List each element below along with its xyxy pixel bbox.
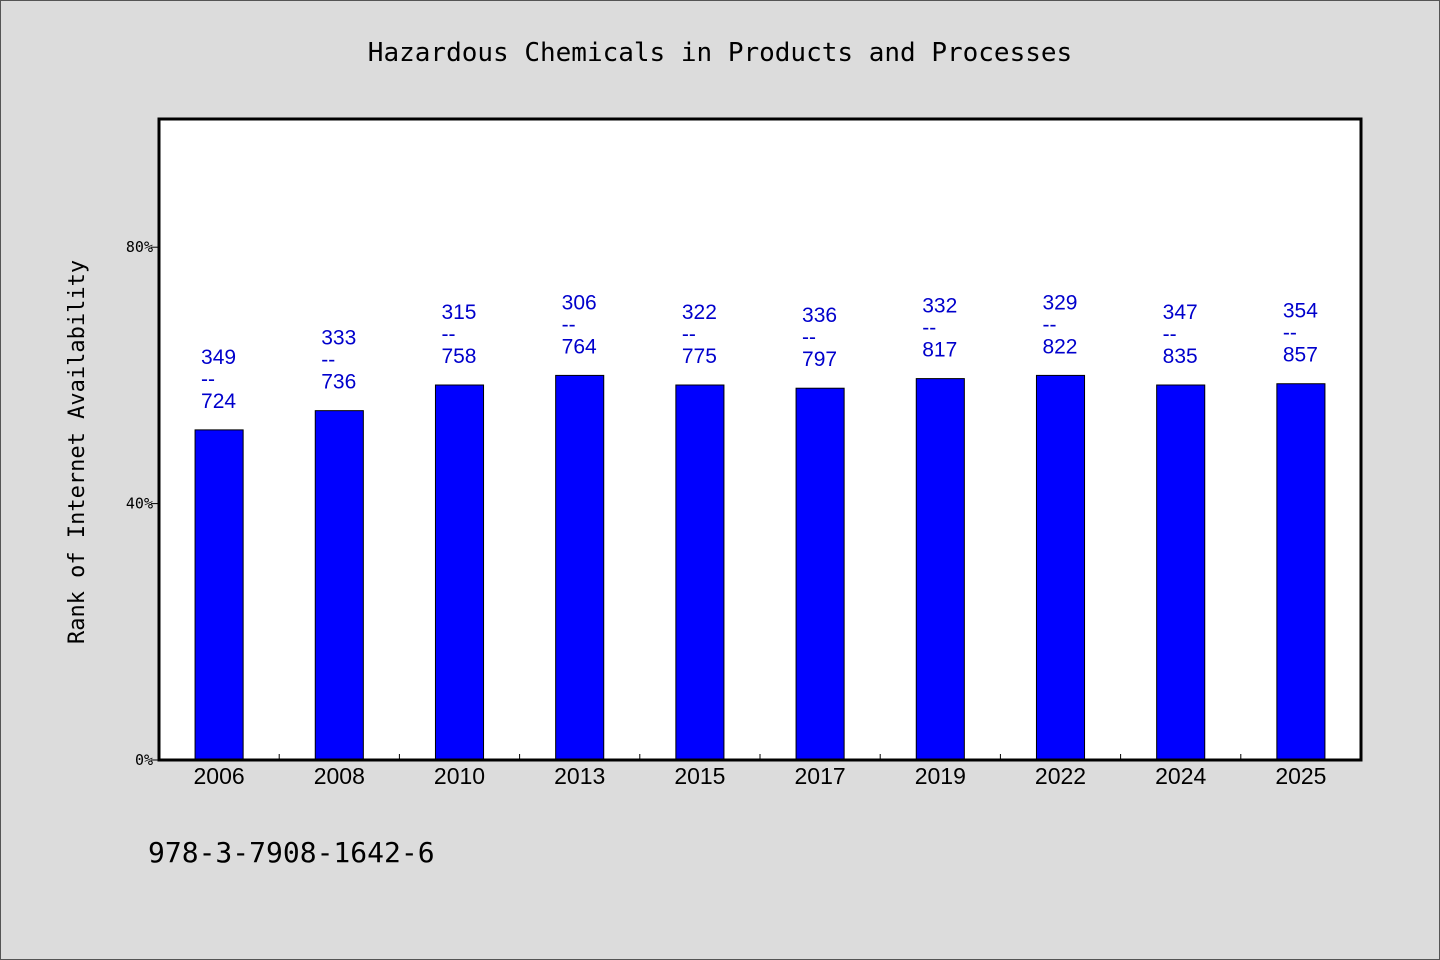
data-label: 329 — [1042, 291, 1077, 314]
bar — [675, 384, 725, 761]
bars-group — [194, 374, 1326, 761]
x-tick-label: 2024 — [1155, 763, 1206, 789]
x-tick-label: 2025 — [1275, 763, 1326, 789]
data-label: -- — [201, 368, 215, 391]
chart-title: Hazardous Chemicals in Products and Proc… — [368, 38, 1072, 68]
data-label: 349 — [201, 346, 236, 369]
data-label: -- — [321, 349, 335, 372]
x-tick-label: 2015 — [674, 763, 725, 789]
data-label: 775 — [682, 345, 717, 368]
data-label: 347 — [1163, 301, 1198, 324]
data-label: -- — [441, 323, 455, 346]
data-label: 322 — [682, 301, 717, 324]
y-axis-label: Rank of Internet Availability — [65, 260, 90, 644]
x-tick-label: 2013 — [554, 763, 605, 789]
data-label: 764 — [562, 335, 597, 358]
bar — [795, 387, 845, 761]
data-label: 332 — [922, 295, 957, 318]
x-tick-label: 2022 — [1035, 763, 1086, 789]
y-axis-ticks: 0% 40% 80% — [126, 238, 159, 769]
x-tick-label: 2008 — [314, 763, 365, 789]
x-tick-label: 2019 — [915, 763, 966, 789]
plot-border — [157, 117, 1363, 762]
data-label: 758 — [441, 345, 476, 368]
data-label: 797 — [802, 348, 837, 371]
y-tick-label: 40% — [126, 495, 153, 513]
bar — [1276, 383, 1326, 761]
x-tick-label: 2006 — [194, 763, 245, 789]
data-label: 857 — [1283, 344, 1318, 367]
data-label: -- — [682, 323, 696, 346]
data-label: -- — [1042, 313, 1056, 336]
bar — [1035, 374, 1086, 761]
data-label: 736 — [321, 371, 356, 394]
x-tick-label: 2010 — [434, 763, 485, 789]
data-label: -- — [802, 326, 816, 349]
data-label: 336 — [802, 304, 837, 327]
bar — [434, 384, 485, 761]
bar — [1156, 384, 1206, 761]
data-label: 333 — [321, 327, 356, 350]
x-tick-label: 2017 — [795, 763, 846, 789]
data-label: -- — [1163, 323, 1177, 346]
data-label: 354 — [1283, 300, 1318, 323]
data-label: 724 — [201, 390, 236, 413]
x-axis-ticks: 2006 2008 2010 2013 2015 2017 2019 2022 2024 2025 — [194, 754, 1326, 789]
data-labels-group: 349--724333--736315--758306--764322--775… — [201, 291, 1318, 412]
data-label: 315 — [441, 301, 476, 324]
y-tick-label: 0% — [135, 751, 153, 769]
bar — [555, 374, 605, 761]
y-tick-label: 80% — [126, 238, 153, 256]
bar — [915, 378, 965, 761]
data-label: -- — [1283, 322, 1297, 345]
data-label: 835 — [1163, 345, 1198, 368]
data-label: 822 — [1042, 335, 1077, 358]
bar — [194, 429, 244, 761]
data-label: -- — [922, 317, 936, 340]
data-label: 817 — [922, 339, 957, 362]
data-label: -- — [562, 313, 576, 336]
data-label: 306 — [562, 291, 597, 314]
bar — [314, 410, 364, 761]
footer-isbn: 978-3-7908-1642-6 — [148, 836, 435, 869]
